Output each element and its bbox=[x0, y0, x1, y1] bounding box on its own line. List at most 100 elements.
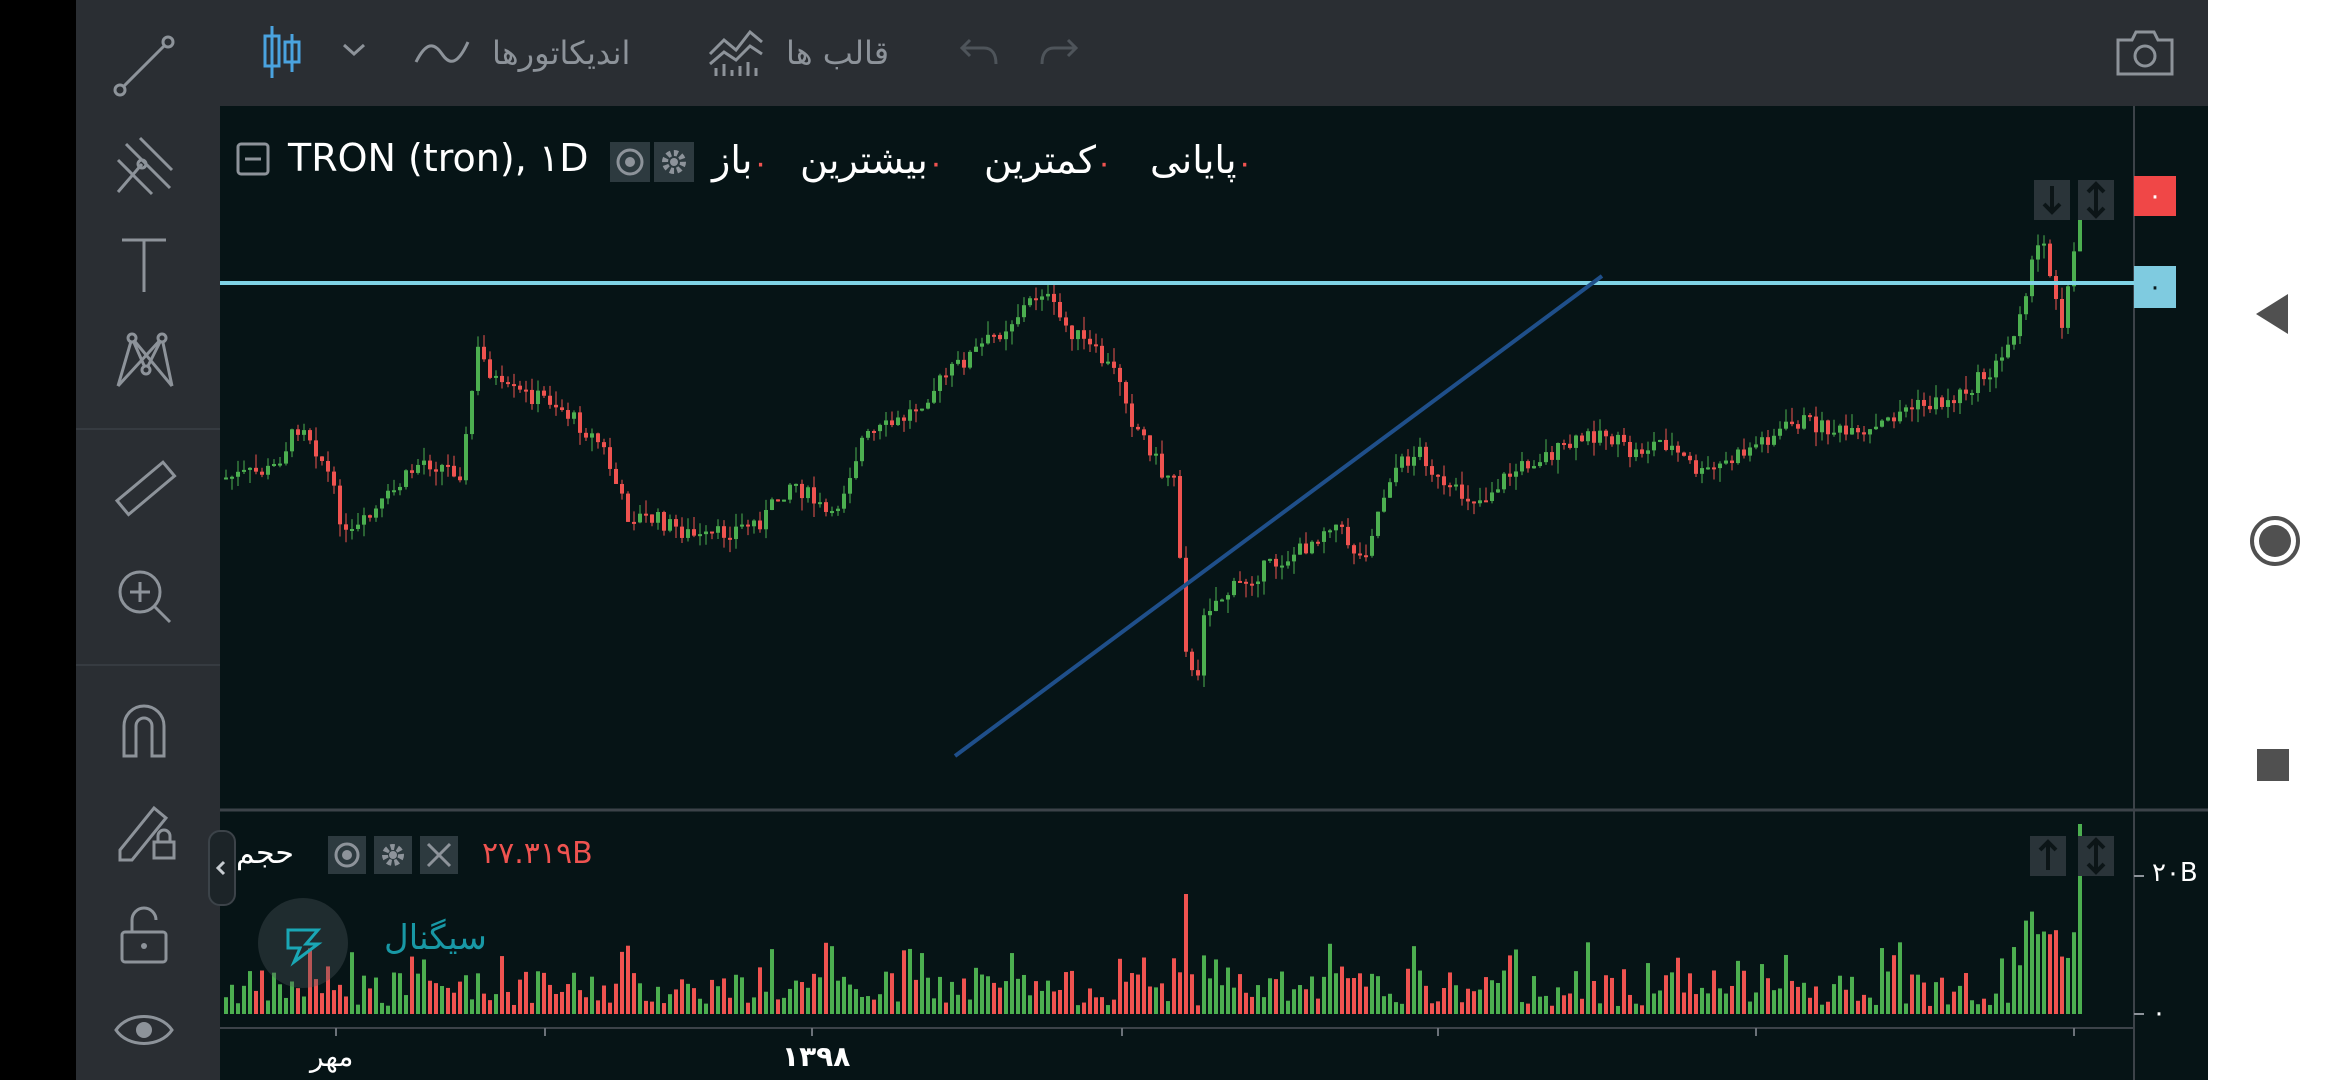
pitchfork-icon[interactable] bbox=[112, 134, 176, 198]
collapse-legend-icon[interactable] bbox=[236, 142, 270, 176]
candle bbox=[764, 509, 768, 530]
candle bbox=[1340, 524, 1344, 527]
candle bbox=[2072, 251, 2076, 287]
volume-remove-icon[interactable] bbox=[420, 836, 458, 874]
volume-bar bbox=[800, 982, 804, 1014]
legend-open-label: باز bbox=[712, 138, 753, 182]
trend-line[interactable] bbox=[953, 274, 1604, 758]
volume-bar bbox=[1490, 980, 1494, 1014]
volume-bar bbox=[1070, 970, 1074, 1014]
volume-bar bbox=[1262, 997, 1266, 1014]
candle bbox=[1976, 372, 1980, 394]
volume-bar bbox=[1952, 991, 1956, 1014]
volume-bar bbox=[1208, 978, 1212, 1014]
home-icon[interactable] bbox=[2248, 514, 2302, 568]
volume-bar bbox=[848, 984, 852, 1014]
legend-high-value: ۰ bbox=[927, 146, 945, 181]
camera-icon[interactable] bbox=[2114, 28, 2176, 78]
volume-bar bbox=[1106, 1005, 1110, 1014]
ruler-icon[interactable] bbox=[112, 456, 178, 522]
magnet-icon[interactable] bbox=[116, 698, 172, 760]
expand-panel-icon[interactable] bbox=[208, 830, 236, 906]
chevron-down-icon[interactable] bbox=[340, 40, 368, 60]
candle bbox=[1442, 476, 1446, 486]
volume-bar bbox=[2036, 934, 2040, 1014]
volume-scroll-icon[interactable] bbox=[2030, 836, 2066, 876]
symbol-title[interactable]: TRON (tron), ۱D bbox=[288, 136, 589, 180]
templates-label: قالب ها bbox=[786, 34, 890, 72]
candle bbox=[572, 412, 576, 419]
volume-label: حجم bbox=[236, 836, 294, 871]
candle bbox=[1700, 468, 1704, 474]
volume-bar bbox=[1886, 971, 1890, 1014]
candle bbox=[1586, 431, 1590, 442]
volume-bar bbox=[1910, 974, 1914, 1014]
volume-bar bbox=[788, 988, 792, 1014]
zoom-in-icon[interactable] bbox=[114, 566, 174, 626]
legend-close-label: پایانی bbox=[1150, 138, 1237, 182]
candle bbox=[1466, 498, 1470, 502]
volume-bar bbox=[1574, 971, 1578, 1014]
volume-bar bbox=[314, 979, 318, 1014]
candle bbox=[266, 465, 270, 475]
candle bbox=[1982, 372, 1986, 380]
volume-bar bbox=[254, 990, 258, 1014]
candle bbox=[464, 434, 468, 481]
candle bbox=[1772, 435, 1776, 445]
recents-icon[interactable] bbox=[2256, 748, 2290, 782]
candle bbox=[770, 499, 774, 510]
candle bbox=[242, 469, 246, 472]
chart-pane[interactable] bbox=[220, 106, 2208, 1080]
unlock-icon[interactable] bbox=[118, 904, 170, 966]
volume-bar bbox=[974, 967, 978, 1014]
templates-icon[interactable] bbox=[708, 24, 764, 78]
volume-resize-icon[interactable] bbox=[2078, 836, 2114, 876]
legend-visibility-icon[interactable] bbox=[610, 142, 650, 182]
candle bbox=[578, 412, 582, 433]
volume-bar bbox=[1412, 946, 1416, 1014]
legend-close-value: ۰ bbox=[1236, 146, 1253, 181]
volume-bar bbox=[1628, 994, 1632, 1014]
scroll-down-icon[interactable] bbox=[2034, 180, 2070, 220]
volume-visibility-icon[interactable] bbox=[328, 836, 366, 874]
indicators-icon[interactable] bbox=[414, 34, 470, 70]
lock-drawing-icon[interactable] bbox=[114, 798, 178, 862]
candle-type-icon[interactable] bbox=[260, 24, 304, 80]
volume-bar bbox=[248, 971, 252, 1014]
candle bbox=[1916, 399, 1920, 410]
volume-bar bbox=[374, 977, 378, 1014]
volume-settings-icon[interactable] bbox=[374, 836, 412, 874]
volume-bar bbox=[698, 998, 702, 1014]
indicators-button[interactable]: اندیکاتورها bbox=[492, 30, 630, 76]
volume-bar bbox=[1970, 1000, 1974, 1014]
volume-bar bbox=[854, 989, 858, 1014]
volume-bar bbox=[458, 981, 462, 1014]
templates-button[interactable]: قالب ها bbox=[786, 30, 889, 76]
trend-line-icon[interactable] bbox=[112, 34, 176, 98]
candle bbox=[1016, 317, 1020, 325]
candle bbox=[1310, 541, 1314, 554]
candle bbox=[1562, 443, 1566, 446]
undo-icon[interactable] bbox=[958, 36, 1000, 68]
volume-bar bbox=[422, 959, 426, 1014]
volume-bar bbox=[1472, 991, 1476, 1014]
candle bbox=[512, 384, 516, 387]
volume-bar bbox=[1856, 1000, 1860, 1014]
back-icon[interactable] bbox=[2254, 292, 2290, 336]
candle bbox=[272, 463, 276, 466]
candle bbox=[1934, 397, 1938, 410]
candle bbox=[284, 451, 288, 464]
pattern-icon[interactable] bbox=[112, 330, 178, 394]
legend-settings-icon[interactable] bbox=[654, 142, 694, 182]
candle bbox=[476, 346, 480, 391]
redo-icon[interactable] bbox=[1038, 36, 1080, 68]
candle bbox=[1250, 583, 1254, 586]
candle bbox=[590, 433, 594, 438]
eye-icon[interactable] bbox=[114, 1010, 174, 1050]
text-icon[interactable] bbox=[116, 234, 172, 298]
volume-bar bbox=[1130, 973, 1134, 1014]
scale-resize-icon[interactable] bbox=[2078, 180, 2114, 220]
candle bbox=[296, 429, 300, 435]
candle bbox=[1616, 434, 1620, 445]
